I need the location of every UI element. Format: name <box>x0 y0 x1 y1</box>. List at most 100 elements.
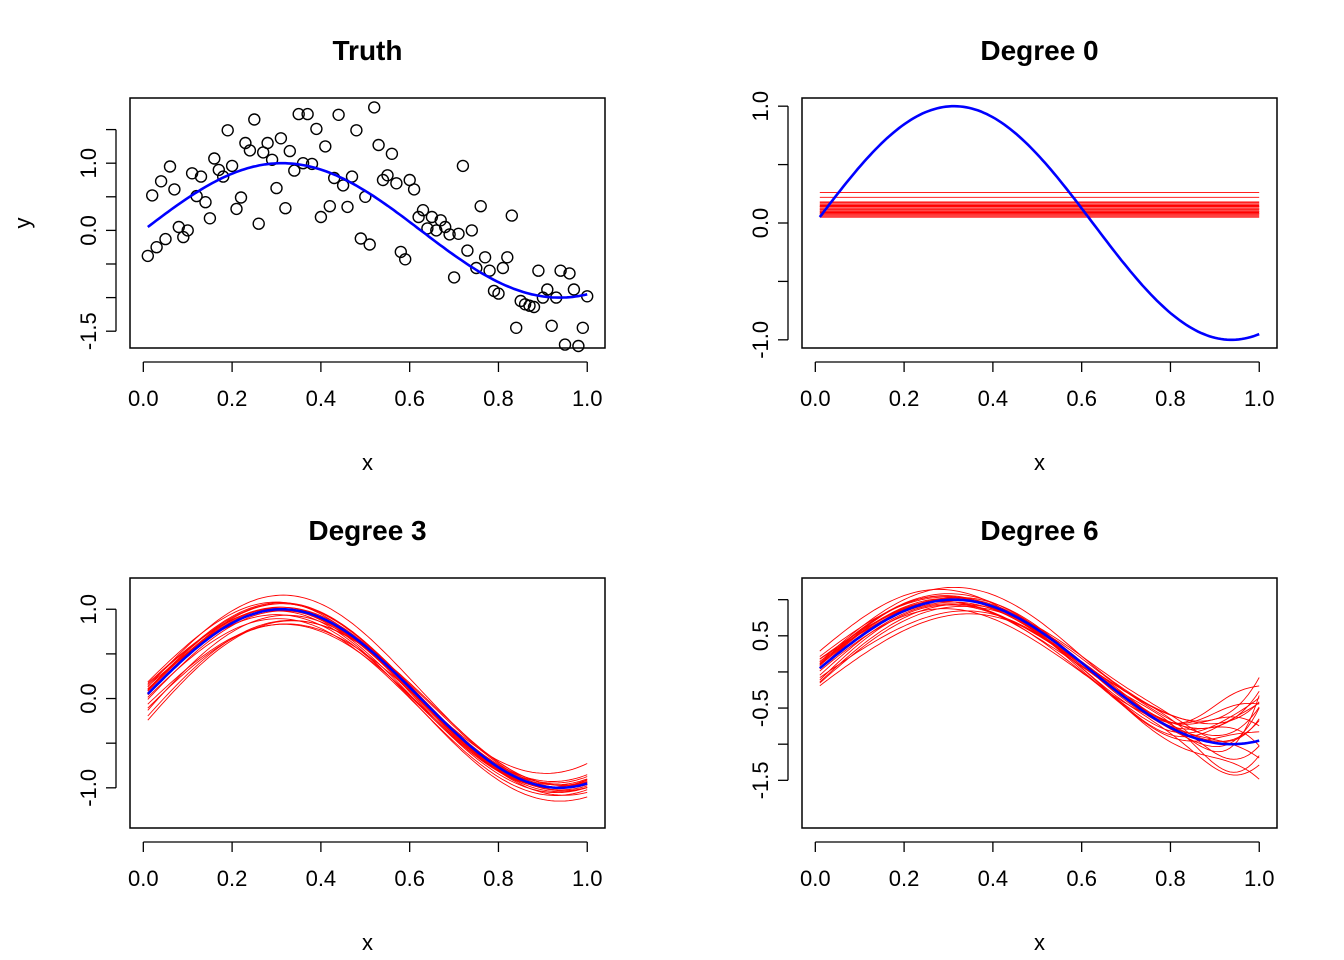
fit-line <box>819 601 1260 738</box>
x-tick-label: 0.2 <box>217 866 248 891</box>
data-point <box>461 244 474 257</box>
data-point <box>212 163 226 177</box>
x-tick-label: 0.4 <box>978 866 1009 891</box>
y-tick-label: -1.0 <box>748 321 773 359</box>
data-point <box>425 210 439 224</box>
fit-line <box>819 597 1260 742</box>
plot-area <box>146 594 588 802</box>
truth-curve <box>147 161 588 299</box>
data-point <box>234 191 248 204</box>
data-point <box>194 170 208 183</box>
data-point <box>554 264 567 277</box>
x-tick-label: 0.2 <box>889 386 920 411</box>
fit-line <box>819 608 1260 734</box>
y-tick-label: 1.0 <box>76 148 101 179</box>
chart-panel-2: 0.0 0.2 0.4 0.6 0.8 1.0 -1.0 0.0 1.0 Degree 3 x <box>76 515 606 955</box>
data-point <box>558 338 572 351</box>
x-tick-label: 1.0 <box>572 866 603 891</box>
fit-line <box>819 586 1260 760</box>
fit-line <box>147 603 588 786</box>
data-point <box>399 253 412 266</box>
data-point <box>310 122 323 136</box>
chart-panel-1: 0.0 0.2 0.4 0.6 0.8 1.0 -1.0 0.0 1.0 Degree 0 x <box>748 35 1278 475</box>
fit-line <box>147 623 588 793</box>
fit-line <box>147 594 588 786</box>
x-tick-label: 0.0 <box>800 866 831 891</box>
data-point <box>159 232 172 246</box>
data-point <box>532 264 545 277</box>
data-point <box>572 339 585 353</box>
data-point <box>301 107 314 121</box>
data-point <box>452 227 465 241</box>
data-point <box>319 140 332 153</box>
plot-frame <box>801 577 1278 829</box>
chart-title: Degree 6 <box>980 515 1098 546</box>
data-point <box>527 300 541 314</box>
data-point <box>501 251 514 264</box>
y-tick-label: 0.0 <box>76 215 101 246</box>
data-point <box>363 238 376 251</box>
data-point <box>372 138 385 152</box>
data-point <box>279 201 292 215</box>
truth-curve <box>818 104 1260 342</box>
data-point <box>230 202 243 216</box>
data-point <box>216 170 230 183</box>
x-tick-label: 0.8 <box>1155 866 1186 891</box>
truth-curve <box>146 608 588 790</box>
data-point <box>332 108 345 122</box>
data-point <box>283 144 296 158</box>
plot-area <box>818 104 1260 342</box>
data-point <box>416 203 430 217</box>
data-point <box>412 210 425 224</box>
y-tick-label: -1.5 <box>748 761 773 799</box>
x-tick-label: 1.0 <box>572 386 603 411</box>
plot-frame <box>801 97 1278 349</box>
data-point <box>470 261 483 275</box>
x-tick-label: 1.0 <box>1244 386 1275 411</box>
data-point <box>323 199 336 213</box>
data-point <box>474 199 487 213</box>
x-tick-label: 0.0 <box>128 866 159 891</box>
data-point <box>168 183 181 196</box>
data-point <box>354 232 367 245</box>
data-point <box>248 113 261 126</box>
x-tick-label: 0.8 <box>1155 386 1186 411</box>
data-point <box>221 124 234 137</box>
data-point <box>541 283 554 296</box>
chart-panel-0: 0.0 0.2 0.4 0.6 0.8 1.0 -1.5 0.0 1.0 Truth x y <box>10 35 606 475</box>
data-point <box>185 167 199 180</box>
data-point <box>394 245 407 259</box>
x-axis-label: x <box>1034 450 1045 475</box>
x-tick-label: 0.2 <box>889 866 920 891</box>
plot-area <box>147 161 588 299</box>
data-point <box>381 169 394 182</box>
plot-frame <box>129 577 606 829</box>
data-point <box>447 271 461 284</box>
fit-line <box>147 610 588 802</box>
plot-area <box>818 586 1260 780</box>
data-point <box>141 249 155 263</box>
x-tick-label: 0.2 <box>217 386 248 411</box>
data-point <box>203 212 217 225</box>
y-tick-label: 0.5 <box>748 621 773 652</box>
data-point <box>270 181 283 195</box>
data-point <box>505 209 518 222</box>
data-point <box>390 177 403 190</box>
chart-panel-3: 0.0 0.2 0.4 0.6 0.8 1.0 -1.5 -0.5 0.5 Degree 6 x <box>748 515 1278 955</box>
y-tick-label: 1.0 <box>748 91 773 122</box>
y-tick-label: 0.0 <box>748 208 773 239</box>
data-point <box>456 159 470 173</box>
fit-line <box>819 605 1260 736</box>
fit-line <box>819 604 1260 722</box>
data-point <box>199 195 212 209</box>
data-point <box>407 183 421 196</box>
data-point <box>563 267 576 280</box>
data-point <box>292 107 305 121</box>
data-point <box>576 321 589 334</box>
fit-line <box>147 609 588 791</box>
x-tick-label: 0.0 <box>128 386 159 411</box>
y-tick-label: -1.0 <box>76 769 101 807</box>
data-point <box>314 210 328 224</box>
data-point <box>265 153 279 167</box>
